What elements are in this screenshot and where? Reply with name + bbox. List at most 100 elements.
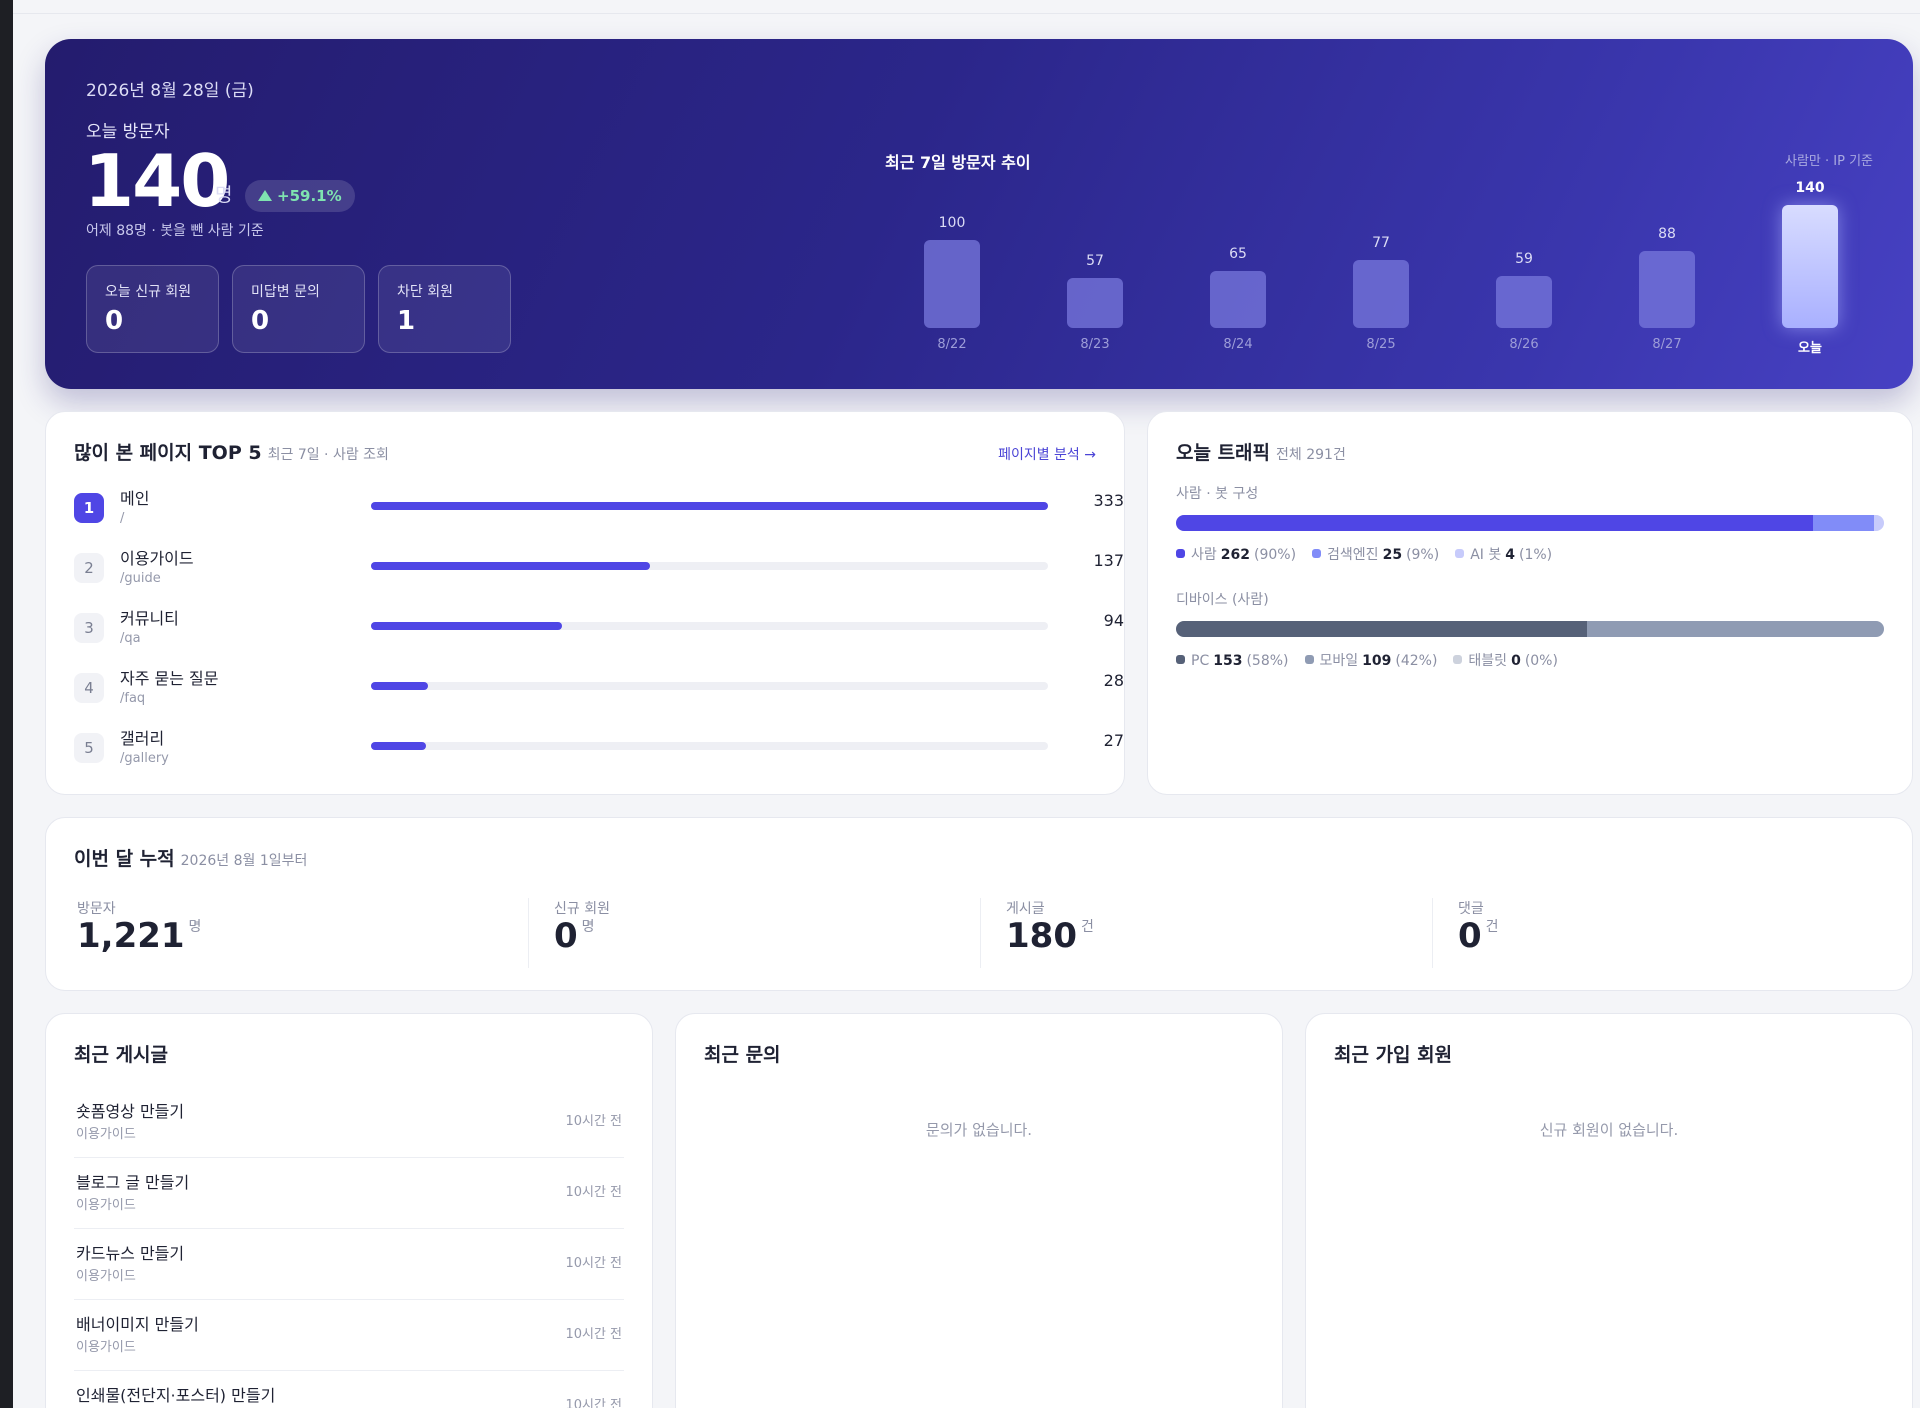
month-stat-visitors: 방문자 1,221 명 xyxy=(77,898,497,978)
views-count: 94 xyxy=(1103,611,1124,630)
members-empty-message: 신규 회원이 없습니다. xyxy=(1539,1121,1679,1139)
views-count: 137 xyxy=(1093,551,1124,570)
month-stat-number: 1,221 xyxy=(77,916,185,956)
post-title: 인쇄물(전단지·포스터) 만들기 xyxy=(76,1386,276,1405)
recent-post-item[interactable]: 카드뉴스 만들기 이용가이드 10시간 전 xyxy=(74,1229,624,1300)
legend-name: 검색엔진 xyxy=(1327,547,1379,563)
stat-card-blocked-members[interactable]: 차단 회원 1 xyxy=(378,265,511,353)
post-title: 배너이미지 만들기 xyxy=(76,1315,199,1334)
page-name: 이용가이드 xyxy=(120,549,194,568)
legend-count: 153 xyxy=(1213,653,1243,669)
trend-bar[interactable] xyxy=(1353,260,1409,328)
page-path: /guide xyxy=(120,571,161,586)
trend-bar[interactable] xyxy=(1210,271,1266,328)
top-pages-subtitle: 최근 7일 · 사람 조회 xyxy=(267,447,389,463)
trend-chart-note: 사람만 · IP 기준 xyxy=(1784,154,1873,169)
stat-value: 1 xyxy=(397,306,416,336)
hero-visitor-panel: 2026년 8월 28일 (금) 오늘 방문자 140 명 +59.1% 어제 … xyxy=(45,39,1913,389)
views-count: 28 xyxy=(1103,671,1124,690)
trend-chart-title: 최근 7일 방문자 추이 xyxy=(885,153,1031,172)
top-page-row[interactable]: 5 갤러리/gallery 27 xyxy=(74,727,1124,777)
today-visitors-unit: 명 xyxy=(215,184,233,206)
legend-percent: (9%) xyxy=(1406,547,1440,563)
legend-item: AI 봇 4 (1%) xyxy=(1455,544,1552,564)
legend-item: 검색엔진 25 (9%) xyxy=(1312,544,1439,564)
trend-bar[interactable] xyxy=(924,240,980,328)
trend-bar-group: 100 8/22 xyxy=(923,39,981,389)
views-count: 27 xyxy=(1103,731,1124,750)
post-category: 이용가이드 xyxy=(76,1269,136,1284)
views-track xyxy=(371,562,1048,570)
post-category: 이용가이드 xyxy=(76,1198,136,1213)
legend-percent: (0%) xyxy=(1524,653,1558,669)
trend-bar[interactable] xyxy=(1496,276,1552,328)
month-stat-unit: 명 xyxy=(188,919,202,935)
top-page-row[interactable]: 1 메인 / 333 xyxy=(74,487,1124,537)
divider xyxy=(1432,898,1433,968)
traffic-subtitle: 전체 291건 xyxy=(1276,447,1346,463)
post-category: 이용가이드 xyxy=(76,1127,136,1142)
trend-bar[interactable] xyxy=(1782,205,1838,328)
trend-bar[interactable] xyxy=(1639,251,1695,328)
rank-number: 2 xyxy=(74,553,104,583)
top-page-row[interactable]: 3 커뮤니티/qa 94 xyxy=(74,607,1124,657)
views-bar xyxy=(371,622,563,630)
legend-percent: (42%) xyxy=(1395,653,1438,669)
traffic-heading: 오늘 트래픽 xyxy=(1176,442,1271,464)
device-legend: PC 153 (58%) 모바일 109 (42%) 태블릿 0 (0%) xyxy=(1176,650,1574,670)
stat-label: 오늘 신규 회원 xyxy=(105,284,192,300)
recent-post-item[interactable]: 숏폼영상 만들기 이용가이드 10시간 전 xyxy=(74,1087,624,1158)
stat-card-new-members[interactable]: 오늘 신규 회원 0 xyxy=(86,265,219,353)
post-time: 10시간 전 xyxy=(565,1114,622,1129)
page-path: /faq xyxy=(120,691,146,706)
stat-value: 0 xyxy=(251,306,270,336)
top-page-row[interactable]: 4 자주 묻는 질문/faq 28 xyxy=(74,667,1124,717)
stat-card-unanswered-inquiries[interactable]: 미답변 문의 0 xyxy=(232,265,365,353)
trend-bar-value: 65 xyxy=(1229,246,1247,262)
divider xyxy=(528,898,529,968)
legend-name: 모바일 xyxy=(1319,653,1359,669)
views-track xyxy=(371,502,1048,510)
month-stat-value: 1,221 명 xyxy=(77,916,201,956)
month-stat-number: 0 xyxy=(554,916,578,956)
recent-post-item[interactable]: 배너이미지 만들기 이용가이드 10시간 전 xyxy=(74,1300,624,1371)
legend-count: 0 xyxy=(1511,653,1521,669)
stack-segment xyxy=(1176,515,1814,531)
device-stacked-bar xyxy=(1176,621,1884,637)
legend-percent: (90%) xyxy=(1254,547,1297,563)
composition-legend: 사람 262 (90%) 검색엔진 25 (9%) AI 봇 4 (1%) xyxy=(1176,544,1568,564)
stat-label: 차단 회원 xyxy=(397,284,453,300)
rank-number: 1 xyxy=(74,493,104,523)
trend-bar[interactable] xyxy=(1067,278,1123,328)
recent-members-title: 최근 가입 회원 xyxy=(1334,1044,1453,1066)
legend-percent: (58%) xyxy=(1246,653,1289,669)
top-page-row[interactable]: 2 이용가이드/guide 137 xyxy=(74,547,1124,597)
rank-number: 3 xyxy=(74,613,104,643)
recent-posts-card: 최근 게시글 숏폼영상 만들기 이용가이드 10시간 전 블로그 글 만들기 이용가이드… xyxy=(45,1013,653,1408)
recent-post-item[interactable]: 인쇄물(전단지·포스터) 만들기 10시간 전 xyxy=(74,1371,624,1408)
legend-name: 사람 xyxy=(1191,547,1217,563)
trend-bar-label: 8/26 xyxy=(1509,337,1539,352)
month-stat-number: 180 xyxy=(1006,916,1077,956)
trend-bar-value: 100 xyxy=(938,215,966,231)
month-stat-number: 0 xyxy=(1458,916,1482,956)
page-name: 메인 xyxy=(120,489,150,508)
recent-post-item[interactable]: 블로그 글 만들기 이용가이드 10시간 전 xyxy=(74,1158,624,1229)
recent-inquiries-title: 최근 문의 xyxy=(704,1044,781,1066)
post-time: 10시간 전 xyxy=(565,1327,622,1342)
trend-bar-value: 77 xyxy=(1372,235,1390,251)
trend-bar-value: 140 xyxy=(1795,180,1825,196)
top-divider xyxy=(13,13,1920,14)
month-stat-posts: 게시글 180 건 xyxy=(1006,898,1426,978)
legend-item: 모바일 109 (42%) xyxy=(1304,650,1438,670)
page-analysis-link[interactable]: 페이지별 분석 → xyxy=(998,447,1096,463)
stack-segment xyxy=(1813,515,1875,531)
page-path: /qa xyxy=(120,631,141,646)
legend-dot-icon xyxy=(1312,549,1322,558)
legend-count: 25 xyxy=(1382,547,1403,563)
